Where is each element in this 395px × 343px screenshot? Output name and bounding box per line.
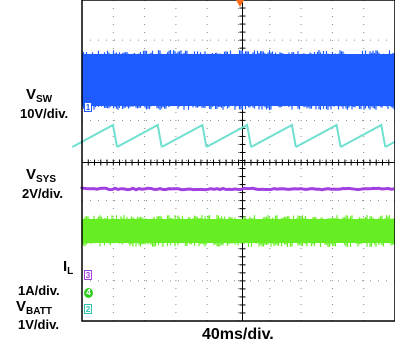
vbatt-label: VBATT — [16, 298, 52, 317]
plot-frame — [81, 0, 395, 322]
channel-3-marker: 3 — [84, 270, 92, 280]
vsw-label: VSW — [26, 86, 53, 105]
channel-4-marker: 4 — [84, 288, 93, 298]
vsw-trace — [81, 50, 395, 110]
vbatt-trace — [71, 123, 395, 148]
time-scale-label: 40ms/div. — [202, 326, 274, 343]
vsys-label: VSYS — [26, 166, 57, 185]
il-scale: 1A/div. — [18, 283, 60, 298]
channel-2-marker: 2 — [84, 304, 92, 314]
il-label: IL — [63, 258, 74, 277]
vbatt-scale: 1V/div. — [18, 317, 59, 332]
channel-1-marker: 1 — [84, 102, 92, 112]
vsys-scale: 2V/div. — [22, 186, 63, 201]
vsw-scale: 10V/div. — [20, 106, 69, 121]
traces — [71, 50, 395, 247]
vsys-trace — [80, 186, 395, 192]
grid — [81, 0, 395, 322]
trigger-marker — [236, 0, 244, 7]
